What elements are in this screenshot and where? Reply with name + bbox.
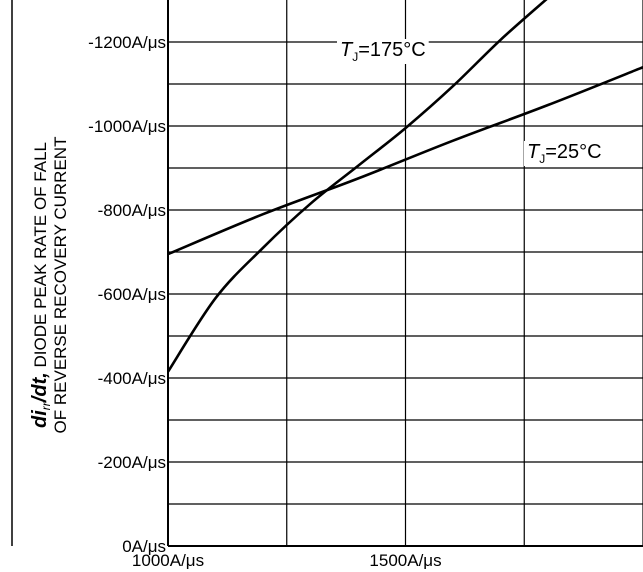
series-label-bg [337,39,429,64]
y-axis-label-line2: OF REVERSE RECOVERY CURRENT [51,137,70,434]
series-line-tj-25 [167,65,643,256]
y-axis-label: dirr/dt, DIODE PEAK RATE OF FALL OF REVER… [29,137,70,434]
y-tick-label-bg [86,33,167,52]
series-lines [166,0,643,373]
y-tick-label: -800A/μs [98,201,166,220]
series-line-tj-175 [166,0,548,373]
y-tick-label: -1200A/μs [88,33,166,52]
y-axis-label-line1: dirr/dt, DIODE PEAK RATE OF FALL [29,142,53,428]
plot-frame [11,0,643,547]
y-tick-labels: 0A/μs -200A/μs -400A/μs -600A/μs -800A/μs -10… [86,33,167,556]
y-tick-label: -600A/μs [98,285,166,304]
x-tick-label: 1500A/μs [369,551,441,570]
y-tick-label-bg [95,201,167,220]
y-tick-label: 0A/μs [122,537,166,556]
y-tick-label-bg [95,285,167,304]
series-label-tj-175: TJ=175°C [340,39,426,64]
series-labels: TJ=175°C TJ=25°C [337,39,605,166]
x-tick-label: 1000A/μs [132,551,204,570]
series-label-tj-25: TJ=25°C [527,141,602,166]
y-tick-label: -400A/μs [98,369,166,388]
gridlines [167,0,643,546]
y-tick-label-bg [86,117,167,136]
y-tick-label-bg [95,453,167,472]
series-label-bg [524,141,605,166]
y-tick-label-bg [95,369,167,388]
y-tick-label: -1000A/μs [88,117,166,136]
y-tick-label-bg [120,537,167,556]
x-tick-labels: 1000A/μs 1500A/μs [132,551,442,570]
y-tick-label: -200A/μs [98,453,166,472]
